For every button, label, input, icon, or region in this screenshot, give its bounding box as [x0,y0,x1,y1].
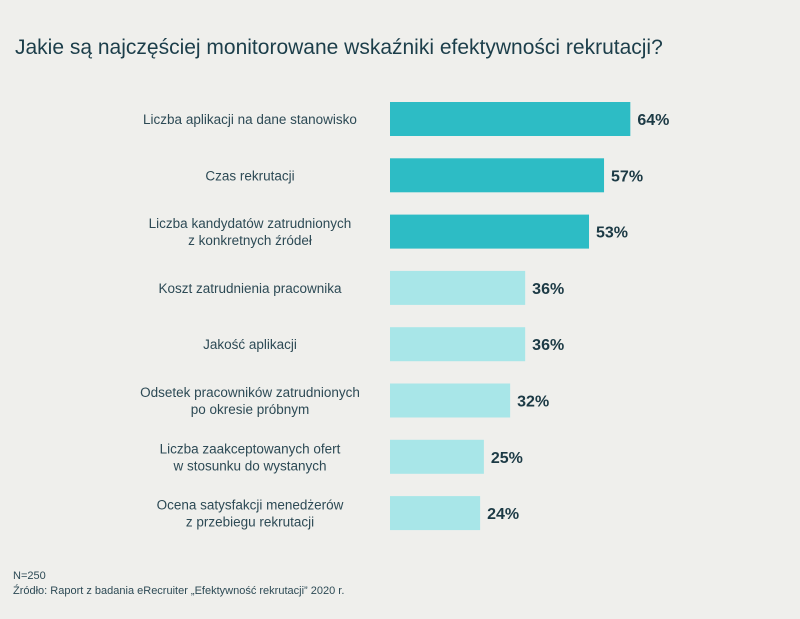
category-label: Ocena satysfakcji menedżerów z przebiegu … [157,498,344,530]
bar [390,158,605,193]
category-label: Liczba kandydatów zatrudnionych z konkret… [149,216,352,248]
bar [390,102,631,136]
bar [390,270,526,305]
bar-value-label: 36% [532,281,564,298]
category-label: Czas rekrutacji [205,168,294,183]
category-label: Liczba aplikacji na dane stanowisko [143,112,357,127]
category-label: Odsetek pracowników zatrudnionych po okre… [140,385,360,417]
category-label: Jakość aplikacji [203,337,297,352]
bar-value-label: 64% [637,112,669,129]
sample-size-note: N=250 [13,570,46,582]
bar [390,383,511,418]
bar-value-label: 53% [596,225,628,242]
bar [390,496,481,531]
bar-value-label: 36% [532,337,564,354]
bar [390,439,484,474]
category-label: Liczba zaakceptowanych ofert w stosunku d… [160,441,341,473]
bar-value-label: 25% [491,450,523,467]
category-label: Koszt zatrudnienia pracownika [158,281,342,296]
bar-value-label: 32% [517,394,549,411]
bar-value-label: 57% [611,168,643,185]
bar [390,214,590,249]
bar-value-label: 24% [487,506,519,523]
bar [390,327,526,362]
chart-title: Jakie są najczęściej monitorowane wskaźn… [15,36,663,59]
source-note: Źródło: Raport z badania eRecruiter „Efe… [13,585,345,597]
